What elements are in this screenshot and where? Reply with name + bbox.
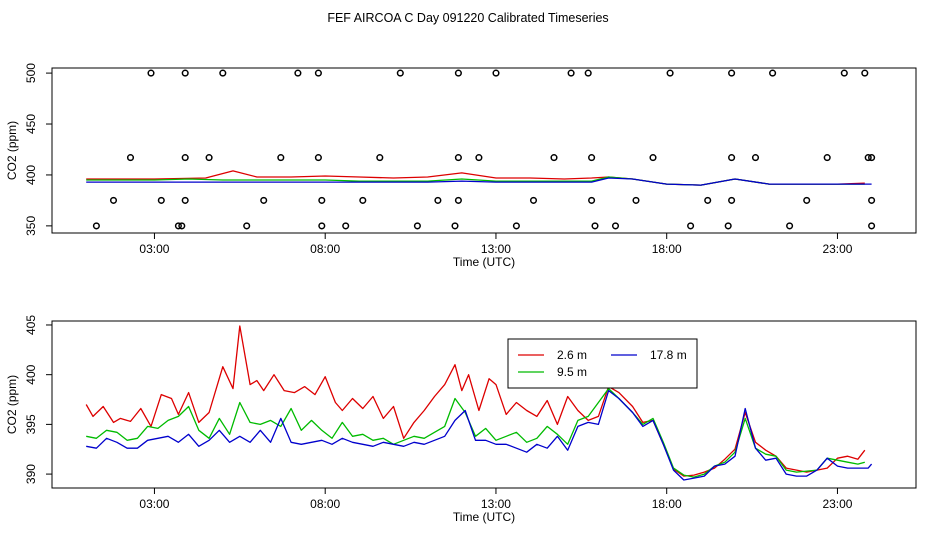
- calibration-point: [724, 222, 732, 230]
- y-tick-label: 400: [24, 364, 38, 384]
- plot-frame: [51, 320, 917, 489]
- calibration-point: [314, 69, 322, 77]
- calibration-point: [687, 222, 695, 230]
- calibration-point: [868, 222, 876, 230]
- calibration-point: [243, 222, 251, 230]
- calibration-point: [318, 222, 326, 230]
- calibration-point: [649, 154, 657, 162]
- legend-label: 17.8 m: [650, 348, 687, 362]
- y-tick-label: 390: [24, 464, 38, 484]
- calibration-point: [454, 154, 462, 162]
- calibration-point: [803, 196, 811, 204]
- calibration-point: [840, 69, 848, 77]
- calibration-point: [786, 222, 794, 230]
- calibration-point: [318, 196, 326, 204]
- calibration-point: [728, 69, 736, 77]
- calibration-point: [92, 222, 100, 230]
- series-line-17-8-m-m: [86, 389, 873, 481]
- calibration-point: [584, 69, 592, 77]
- calibration-point: [413, 222, 421, 230]
- calibration-point: [314, 154, 322, 162]
- calibration-point: [451, 222, 459, 230]
- x-tick-label: 13:00: [481, 497, 511, 511]
- x-tick-label: 18:00: [652, 242, 682, 256]
- y-tick-label: 395: [24, 414, 38, 434]
- calibration-point: [181, 196, 189, 204]
- calibration-point: [219, 69, 227, 77]
- x-tick-label: 23:00: [822, 242, 852, 256]
- x-axis-label: Time (UTC): [453, 255, 515, 269]
- x-axis-label: Time (UTC): [453, 510, 515, 524]
- calibration-point: [181, 69, 189, 77]
- calibration-point: [376, 154, 384, 162]
- panel-bottom-co2-timeseries: 03:00 08:00 13:00 18:00 23:00 390 395 400 405 Tim…: [5, 315, 917, 524]
- calibration-point: [632, 196, 640, 204]
- series-line-2-6-m-m: [85, 325, 866, 477]
- calibration-point: [512, 222, 520, 230]
- calibration-point: [666, 69, 674, 77]
- calibration-point: [868, 196, 876, 204]
- calibration-point: [588, 154, 596, 162]
- calibration-point: [529, 196, 538, 204]
- calibration-point: [704, 196, 712, 204]
- calibration-point: [567, 69, 575, 77]
- y-tick-label: 350: [24, 216, 38, 236]
- calibration-point: [611, 222, 620, 230]
- calibration-point: [823, 154, 831, 162]
- calibration-point: [588, 196, 596, 204]
- calibration-point: [864, 154, 872, 162]
- calibration-point: [475, 154, 483, 162]
- y-axis-label: CO2 (ppm): [5, 375, 19, 434]
- calibration-point: [359, 196, 367, 204]
- calibration-point: [591, 222, 599, 230]
- calibration-point: [550, 154, 558, 162]
- legend: 2.6 m 9.5 m 17.8 m: [507, 338, 698, 389]
- legend-label: 9.5 m: [557, 365, 587, 379]
- calibration-point: [454, 69, 462, 77]
- calibration-point: [434, 196, 442, 204]
- calibration-point: [147, 69, 155, 77]
- calibration-point: [181, 154, 189, 162]
- x-tick-label: 03:00: [139, 242, 169, 256]
- calibration-point: [126, 154, 135, 162]
- x-tick-label: 23:00: [822, 497, 852, 511]
- calibration-point: [205, 154, 213, 162]
- calibration-point: [342, 222, 350, 230]
- calibration-point: [728, 154, 736, 162]
- x-tick-label: 18:00: [652, 497, 682, 511]
- chart-title: FEF AIRCOA C Day 091220 Calibrated Times…: [327, 11, 608, 25]
- calibration-point: [728, 196, 736, 204]
- legend-box: [507, 338, 698, 389]
- x-tick-label: 08:00: [310, 242, 340, 256]
- calibration-point: [157, 196, 165, 204]
- calibration-point: [454, 196, 462, 204]
- series-line-17-8-m-m: [86, 177, 872, 186]
- panel-top-calibration-timeseries: 03:00 08:00 13:00 18:00 23:00 350 400 450 500 Tim…: [5, 63, 917, 269]
- y-tick-label: 400: [24, 165, 38, 185]
- calibration-point: [277, 154, 285, 162]
- y-tick-label: 405: [24, 315, 38, 335]
- plot-frame: [51, 67, 917, 234]
- calibration-point: [492, 69, 500, 77]
- calibration-point: [174, 222, 182, 230]
- series-line-9-5-m-m: [86, 387, 865, 478]
- calibration-point: [868, 154, 876, 162]
- calibration-point: [109, 196, 118, 204]
- calibration-point: [861, 69, 869, 77]
- legend-label: 2.6 m: [557, 348, 587, 362]
- calibration-point: [294, 69, 302, 77]
- x-tick-label: 08:00: [310, 497, 340, 511]
- series-line-2-6-m-m: [86, 170, 865, 186]
- y-tick-label: 450: [24, 114, 38, 134]
- calibration-point: [178, 222, 186, 230]
- calibration-point: [260, 196, 268, 204]
- y-axis-label: CO2 (ppm): [5, 121, 19, 180]
- y-tick-label: 500: [24, 63, 38, 83]
- x-tick-label: 03:00: [139, 497, 169, 511]
- calibration-point: [751, 154, 760, 162]
- calibration-point: [396, 69, 404, 77]
- x-tick-label: 13:00: [481, 242, 511, 256]
- calibration-point: [769, 69, 777, 77]
